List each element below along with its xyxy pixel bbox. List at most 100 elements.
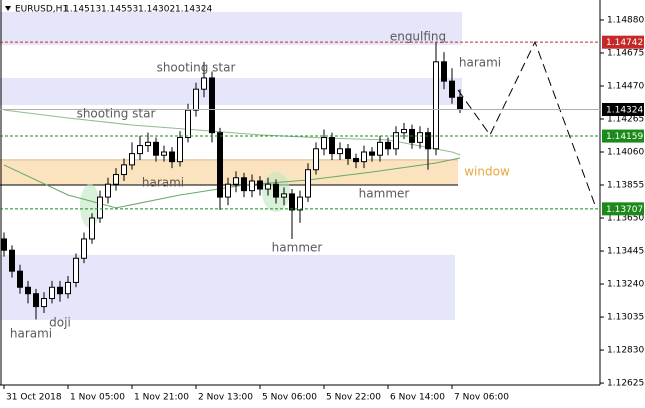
y-tick-label: 1.14265 [607, 114, 644, 124]
x-tick-label: 5 Nov 22:00 [326, 393, 381, 403]
candle-body [329, 137, 335, 155]
forecast-line [457, 40, 596, 206]
candle-body [209, 77, 215, 134]
candle-body [25, 286, 31, 295]
candle-body [353, 157, 359, 163]
candle-body [369, 151, 375, 156]
candle-body [281, 193, 287, 198]
candle-body [121, 164, 127, 176]
y-tick-label: 1.14470 [607, 81, 644, 91]
candle-body [1, 238, 7, 251]
candle-body [401, 128, 407, 134]
y-tick-label: 1.14880 [607, 15, 644, 25]
symbol: EURUSD,H1 [15, 5, 68, 15]
candle-body [33, 293, 39, 308]
candle-body [233, 177, 239, 185]
candle-body [449, 80, 455, 98]
highlight [80, 184, 100, 228]
candle-body [193, 88, 199, 111]
annotation: engulfing [390, 30, 446, 44]
price-label: 1.14159 [606, 132, 643, 142]
candle-body [417, 132, 423, 143]
plot [1, 40, 596, 320]
y-tick-label: 1.14060 [607, 148, 644, 158]
candle-body [89, 217, 95, 240]
candle-body [433, 61, 439, 150]
ohlc-high: 1.14553 [101, 5, 138, 15]
candle-body [153, 141, 159, 156]
y-tick-label: 1.12830 [607, 346, 644, 356]
candle-body [41, 298, 47, 308]
candle-body [73, 257, 79, 283]
annotation: harami [459, 56, 501, 70]
candle-body [441, 61, 447, 82]
annotation: hammer [272, 241, 323, 255]
y-tick-label: 1.13240 [607, 280, 644, 290]
candle-body [49, 286, 55, 300]
x-tick-label: 1 Nov 21:00 [134, 393, 189, 403]
x-tick-label: 7 Nov 06:00 [454, 393, 509, 403]
candle-body [289, 193, 295, 211]
zone [0, 159, 458, 186]
candle-body [305, 169, 311, 198]
y-tick-label: 1.13445 [607, 247, 644, 257]
y-tick-label: 1.13035 [607, 313, 644, 323]
annotation: harami [10, 327, 52, 341]
candle-body [345, 148, 351, 159]
candle-body [249, 180, 255, 192]
zone [0, 11, 462, 45]
y-tick-label: 1.13855 [607, 181, 644, 191]
candle-body [377, 141, 383, 156]
candle-body [337, 148, 343, 155]
candle-body [265, 183, 271, 190]
annotation: doji [49, 316, 71, 330]
candle-body [385, 141, 391, 150]
x-tick-label: 6 Nov 14:00 [390, 393, 445, 403]
y-tick-label: 1.12625 [607, 379, 644, 389]
price-label-box [602, 129, 644, 143]
x-tick-label: 5 Nov 06:00 [262, 393, 317, 403]
candle-body [361, 151, 367, 163]
candle-body [105, 183, 111, 198]
candle-body [201, 77, 207, 90]
ohlc-low: 1.14302 [138, 5, 175, 15]
candle-body [425, 132, 431, 150]
candle-body [57, 286, 63, 295]
candle-body [297, 196, 303, 211]
x-tick-label: 31 Oct 2018 [6, 393, 62, 403]
candle-body [313, 148, 319, 171]
price-label-box [602, 102, 644, 116]
candle-body [65, 281, 71, 295]
y-tick-label: 1.14675 [607, 48, 644, 58]
candle-body [97, 196, 103, 219]
annotation: shooting star [77, 107, 156, 121]
price-label-box [602, 35, 644, 49]
candle-body [393, 132, 399, 150]
candle-body [129, 153, 135, 166]
candle-body [457, 96, 463, 110]
x-tick-label: 2 Nov 13:00 [198, 393, 253, 403]
ohlc-open: 1.14513 [64, 5, 101, 15]
zone [0, 77, 462, 105]
menu-icon [5, 6, 11, 11]
price-label: 1.14324 [606, 105, 643, 115]
candle-body [241, 177, 247, 192]
annotation: hammer [359, 187, 410, 201]
candle-body [17, 270, 23, 288]
candle-body [185, 109, 191, 139]
annotation: harami [142, 176, 184, 190]
candle-body [321, 137, 327, 150]
candle-body [113, 174, 119, 185]
annotation: window [464, 165, 510, 179]
annotation: shooting star [157, 61, 236, 75]
price-label-box [602, 202, 644, 216]
candle-body [161, 151, 167, 156]
price-label: 1.14742 [606, 38, 643, 48]
candle-body [169, 151, 175, 163]
y-tick-label: 1.13650 [607, 214, 644, 224]
ohlc-close: 1.14324 [175, 5, 212, 15]
candle-body [145, 141, 151, 147]
candle-body [177, 137, 183, 163]
